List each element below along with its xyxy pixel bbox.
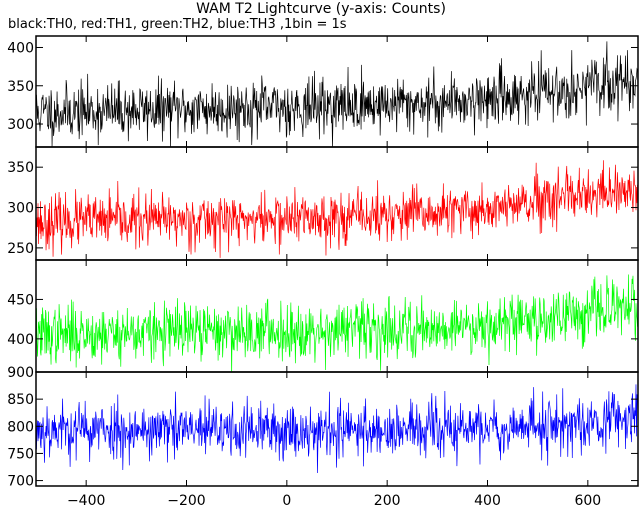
y-tick-label: 800 — [7, 419, 34, 435]
panel-frame — [35, 371, 639, 487]
series-line-th1 — [36, 160, 638, 258]
y-tick-label: 300 — [7, 201, 34, 217]
series-line-th0 — [36, 41, 638, 147]
lightcurve-panel-th0: 300 350 400 — [7, 35, 639, 148]
x-tick-label: 400 — [474, 493, 501, 505]
chart-title: WAM T2 Lightcurve (y-axis: Counts) — [196, 1, 446, 17]
y-tick-label: 450 — [7, 292, 34, 308]
x-tick-label: 200 — [374, 493, 401, 505]
y-tick-label: 400 — [7, 40, 34, 56]
chart-header: WAM T2 Lightcurve (y-axis: Counts) black… — [0, 0, 642, 36]
x-tick-label: 0 — [282, 493, 291, 505]
lightcurve-panel-th3: 700 750 800 850 900 — [7, 365, 639, 490]
series-line-th2 — [36, 274, 638, 372]
panel-frame — [35, 146, 639, 261]
y-tick-label: 900 — [7, 365, 34, 381]
y-tick-label: 400 — [7, 332, 34, 348]
lightcurve-panel-th1: 250 300 350 — [7, 146, 639, 261]
chart-subtitle: black:TH0, red:TH1, green:TH2, blue:TH3 … — [8, 17, 347, 32]
y-tick-label: 750 — [7, 446, 34, 462]
lightcurve-panel-th2: 400 450 — [7, 259, 639, 373]
x-tick-label: 600 — [574, 493, 601, 505]
series-line-th3 — [36, 384, 638, 473]
y-tick-label: 700 — [7, 474, 34, 490]
y-tick-label: 300 — [7, 117, 34, 133]
x-tick-label: −200 — [167, 493, 205, 505]
y-tick-label: 350 — [7, 79, 34, 95]
x-tick-label: −400 — [67, 493, 105, 505]
y-tick-label: 350 — [7, 160, 34, 176]
y-tick-label: 250 — [7, 241, 34, 257]
y-tick-label: 850 — [7, 392, 34, 408]
